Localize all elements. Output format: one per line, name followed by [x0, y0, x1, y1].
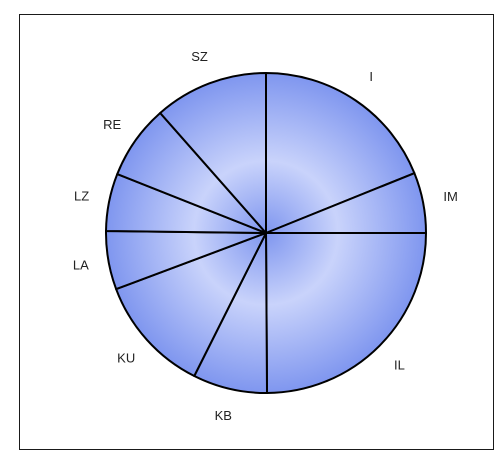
- pie-slice-i: [265, 72, 416, 234]
- slice-label-im: IM: [443, 189, 457, 204]
- slice-label-sz: SZ: [191, 49, 208, 64]
- pie-slice-il: [265, 232, 427, 394]
- pie-slices: [105, 72, 427, 395]
- pie-slice-ku: [115, 232, 267, 378]
- slice-label-re: RE: [103, 117, 121, 132]
- slice-label-lz: LZ: [74, 189, 89, 204]
- slice-label-il: IL: [394, 358, 405, 373]
- slice-label-la: LA: [73, 257, 89, 272]
- pie-slice-sz: [159, 72, 267, 234]
- slice-label-kb: KB: [215, 408, 232, 423]
- pie-labels: I IM IL KB KU LA LZ RE SZ: [73, 49, 458, 423]
- slice-label-ku: KU: [117, 351, 135, 366]
- slice-label-i: I: [369, 69, 373, 84]
